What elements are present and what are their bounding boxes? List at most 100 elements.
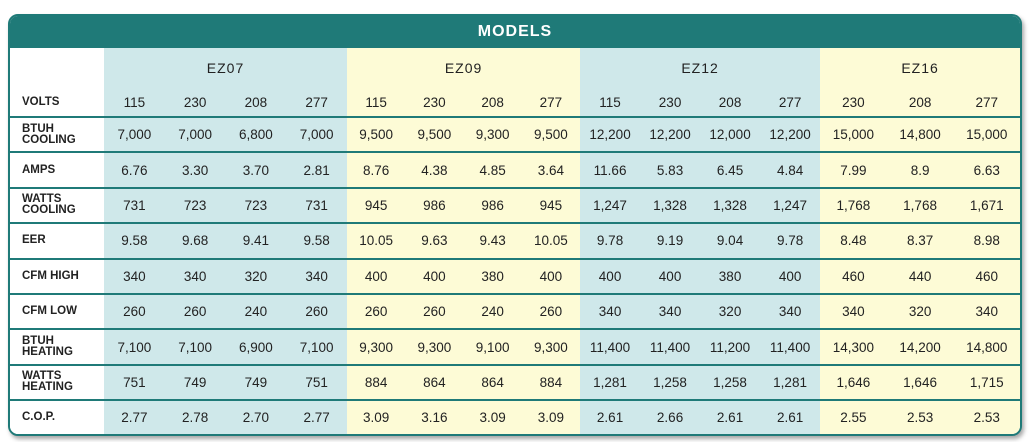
value-cell: 9.58 (286, 223, 348, 260)
value-cell: 1,671 (953, 187, 1020, 225)
model-name: EZ12 (580, 48, 821, 88)
data-row: EER 9.58 9.68 9.41 9.58 10.05 9.63 9.43 10.05 9.7… (10, 223, 1020, 260)
value-cell: 3.09 (521, 400, 581, 434)
value-cell: 8.9 (886, 152, 954, 189)
volt-cell: 277 (286, 88, 348, 118)
value-cell: 945 (521, 187, 581, 225)
value-cell: 400 (640, 258, 701, 295)
volt-cell: 277 (521, 88, 581, 118)
value-cell: 340 (164, 258, 226, 295)
value-cell: 731 (286, 187, 348, 225)
value-cell: 4.84 (760, 152, 821, 189)
value-cell: 11,200 (700, 329, 761, 366)
value-cell: 400 (521, 258, 581, 295)
value-cell: 7.99 (820, 152, 887, 189)
value-cell: 1,258 (640, 364, 701, 402)
value-cell: 7,000 (104, 117, 165, 154)
value-cell: 6,800 (225, 117, 287, 154)
value-cell: 986 (463, 187, 522, 225)
row-label: CFM LOW (10, 293, 104, 331)
value-cell: 9,500 (405, 117, 464, 154)
value-cell: 2.81 (286, 152, 348, 189)
volts-row: VOLTS 115 230 208 277 115 230 208 277 115 230 208 27… (10, 88, 1020, 118)
value-cell: 8.98 (953, 223, 1020, 260)
data-row: AMPS 6.76 3.30 3.70 2.81 8.76 4.38 4.85 3.64 11.6… (10, 152, 1020, 189)
value-cell: 2.61 (580, 400, 641, 434)
value-cell: 3.16 (405, 400, 464, 434)
spec-table: EZ07 EZ09 EZ12 EZ16 VOLTS 115 230 208 277 115 230 2… (10, 48, 1020, 434)
value-cell: 1,768 (886, 187, 954, 225)
value-cell: 12,200 (580, 117, 641, 154)
value-cell: 9.58 (104, 223, 165, 260)
value-cell: 6,900 (225, 329, 287, 366)
volt-cell: 115 (347, 88, 406, 118)
value-cell: 340 (640, 293, 701, 331)
volt-cell: 230 (405, 88, 464, 118)
value-cell: 320 (225, 258, 287, 295)
volt-cell: 230 (164, 88, 226, 118)
value-cell: 9.78 (760, 223, 821, 260)
value-cell: 9.78 (580, 223, 641, 260)
volt-cell: 230 (820, 88, 887, 118)
spec-table-box: MODELS EZ07 EZ09 EZ12 EZ16 VOLTS 115 230 208 277… (8, 14, 1022, 436)
value-cell: 2.55 (820, 400, 887, 434)
row-label: WATTS COOLING (10, 187, 104, 225)
value-cell: 9,300 (405, 329, 464, 366)
volt-cell: 115 (580, 88, 641, 118)
value-cell: 15,000 (953, 117, 1020, 154)
value-cell: 864 (463, 364, 522, 402)
value-cell: 3.30 (164, 152, 226, 189)
row-label: CFM HIGH (10, 258, 104, 295)
value-cell: 2.66 (640, 400, 701, 434)
value-cell: 15,000 (820, 117, 887, 154)
value-cell: 723 (164, 187, 226, 225)
value-cell: 9,500 (521, 117, 581, 154)
value-cell: 340 (953, 293, 1020, 331)
volt-cell: 208 (700, 88, 761, 118)
value-cell: 380 (700, 258, 761, 295)
value-cell: 12,200 (760, 117, 821, 154)
value-cell: 240 (225, 293, 287, 331)
value-cell: 260 (347, 293, 406, 331)
value-cell: 14,200 (886, 329, 954, 366)
value-cell: 240 (463, 293, 522, 331)
value-cell: 260 (405, 293, 464, 331)
value-cell: 9,300 (463, 117, 522, 154)
value-cell: 7,000 (164, 117, 226, 154)
data-row: CFM HIGH 340 340 320 340 400 400 380 400 400 400 38… (10, 258, 1020, 295)
row-label: AMPS (10, 152, 104, 189)
value-cell: 986 (405, 187, 464, 225)
value-cell: 8.48 (820, 223, 887, 260)
value-cell: 1,247 (580, 187, 641, 225)
value-cell: 9,300 (521, 329, 581, 366)
value-cell: 9,500 (347, 117, 406, 154)
value-cell: 8.76 (347, 152, 406, 189)
value-cell: 2.61 (760, 400, 821, 434)
value-cell: 340 (760, 293, 821, 331)
volt-cell: 208 (463, 88, 522, 118)
value-cell: 3.64 (521, 152, 581, 189)
value-cell: 7,100 (164, 329, 226, 366)
model-name: EZ09 (347, 48, 581, 88)
row-label: C.O.P. (10, 400, 104, 434)
volt-cell: 230 (640, 88, 701, 118)
value-cell: 864 (405, 364, 464, 402)
value-cell: 380 (463, 258, 522, 295)
volt-cell: 277 (953, 88, 1020, 118)
value-cell: 340 (286, 258, 348, 295)
value-cell: 2.70 (225, 400, 287, 434)
value-cell: 1,646 (820, 364, 887, 402)
value-cell: 749 (164, 364, 226, 402)
volt-cell: 277 (760, 88, 821, 118)
corner (10, 48, 104, 88)
value-cell: 7,100 (286, 329, 348, 366)
value-cell: 884 (347, 364, 406, 402)
data-row: WATTS COOLING 731 723 723 731 945 986 986 945 1,2… (10, 187, 1020, 225)
value-cell: 751 (286, 364, 348, 402)
value-cell: 2.53 (886, 400, 954, 434)
value-cell: 3.70 (225, 152, 287, 189)
value-cell: 340 (580, 293, 641, 331)
value-cell: 320 (700, 293, 761, 331)
value-cell: 1,258 (700, 364, 761, 402)
